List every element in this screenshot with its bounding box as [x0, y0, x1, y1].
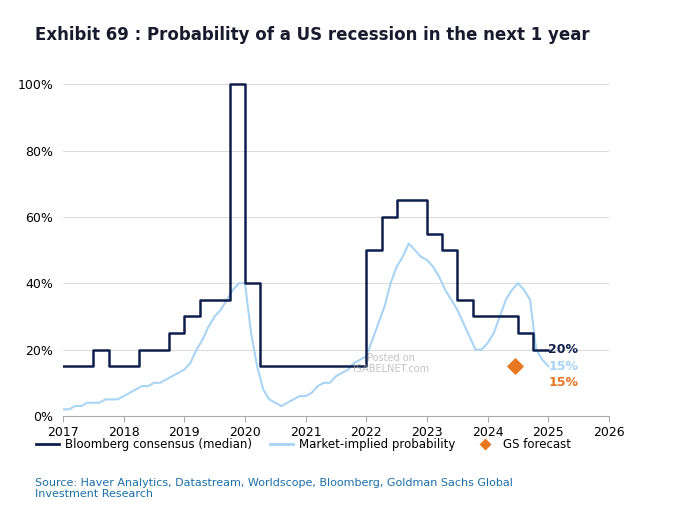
- Text: Source: Haver Analytics, Datastream, Worldscope, Bloomberg, Goldman Sachs Global: Source: Haver Analytics, Datastream, Wor…: [35, 477, 513, 499]
- Text: 20%: 20%: [548, 343, 578, 356]
- Text: Posted on
ISABELNET.com: Posted on ISABELNET.com: [353, 353, 428, 374]
- Text: 15%: 15%: [548, 360, 578, 373]
- Text: Exhibit 69 : Probability of a US recession in the next 1 year: Exhibit 69 : Probability of a US recessi…: [35, 26, 589, 44]
- Legend: Bloomberg consensus (median), Market-implied probability, GS forecast: Bloomberg consensus (median), Market-imp…: [31, 433, 575, 456]
- Point: [510, 362, 521, 370]
- Text: 15%: 15%: [548, 376, 578, 389]
